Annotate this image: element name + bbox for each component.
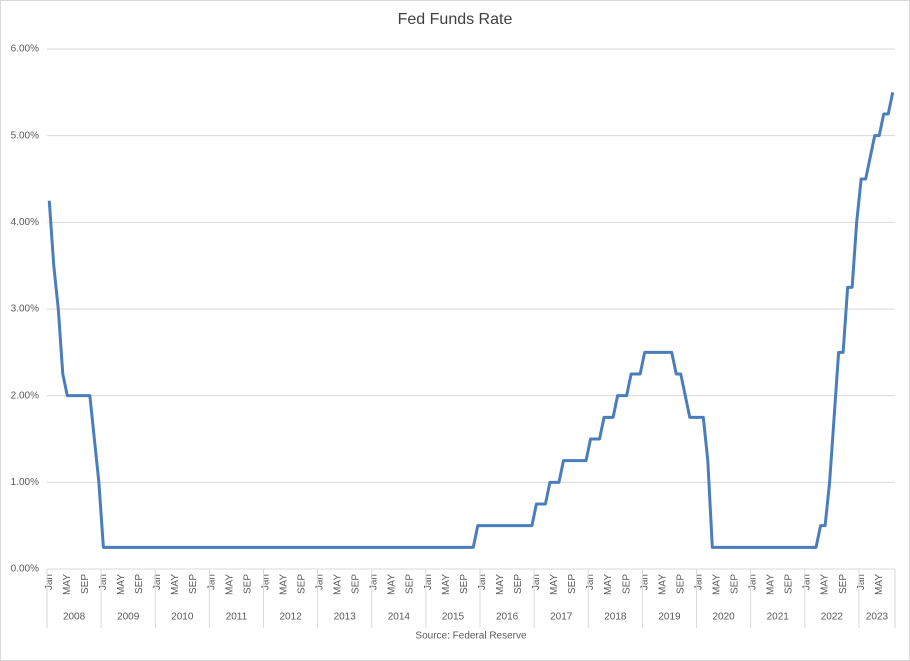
x-tick-label: MAY bbox=[874, 574, 885, 595]
x-tick-label: SEP bbox=[675, 574, 686, 594]
x-tick-label: SEP bbox=[351, 574, 362, 594]
x-tick-label: MAY bbox=[549, 574, 560, 595]
y-tick-label: 2.00% bbox=[11, 390, 39, 401]
year-label: 2022 bbox=[821, 612, 844, 623]
x-tick-label: Jan bbox=[477, 574, 488, 590]
x-tick-label: SEP bbox=[405, 574, 416, 594]
year-label: 2008 bbox=[63, 612, 86, 623]
x-tick-label: MAY bbox=[711, 574, 722, 595]
x-tick-label: Jan bbox=[152, 574, 163, 590]
year-label: 2023 bbox=[866, 612, 889, 623]
x-tick-label: SEP bbox=[730, 574, 741, 594]
year-label: 2014 bbox=[388, 612, 411, 623]
x-tick-label: Jan bbox=[206, 574, 217, 590]
year-label: 2012 bbox=[279, 612, 302, 623]
chart-title: Fed Funds Rate bbox=[398, 11, 513, 28]
y-tick-label: 5.00% bbox=[11, 130, 39, 141]
x-tick-label: Jan bbox=[748, 574, 759, 590]
year-label: 2019 bbox=[658, 612, 681, 623]
x-tick-label: Jan bbox=[802, 574, 813, 590]
x-tick-label: Jan bbox=[44, 574, 55, 590]
x-tick-label: SEP bbox=[242, 574, 253, 594]
year-label: 2020 bbox=[712, 612, 735, 623]
y-tick-label: 4.00% bbox=[11, 217, 39, 228]
year-label: 2009 bbox=[117, 612, 140, 623]
x-tick-label: Jan bbox=[639, 574, 650, 590]
x-tick-label: SEP bbox=[838, 574, 849, 594]
x-tick-label: SEP bbox=[567, 574, 578, 594]
x-tick-label: SEP bbox=[621, 574, 632, 594]
x-tick-label: Jan bbox=[369, 574, 380, 590]
x-tick-label: SEP bbox=[134, 574, 145, 594]
x-tick-label: MAY bbox=[766, 574, 777, 595]
year-label: 2015 bbox=[442, 612, 465, 623]
year-label: 2018 bbox=[604, 612, 627, 623]
x-tick-label: MAY bbox=[116, 574, 127, 595]
x-tick-label: Jan bbox=[856, 574, 867, 590]
x-tick-label: SEP bbox=[296, 574, 307, 594]
x-tick-label: MAY bbox=[278, 574, 289, 595]
x-tick-label: MAY bbox=[62, 574, 73, 595]
y-tick-label: 1.00% bbox=[11, 477, 39, 488]
y-tick-label: 0.00% bbox=[11, 564, 39, 575]
x-tick-label: Jan bbox=[315, 574, 326, 590]
x-tick-label: Jan bbox=[260, 574, 271, 590]
x-tick-label: MAY bbox=[820, 574, 831, 595]
year-label: 2016 bbox=[496, 612, 519, 623]
y-tick-label: 3.00% bbox=[11, 304, 39, 315]
x-tick-label: MAY bbox=[603, 574, 614, 595]
x-tick-label: Jan bbox=[585, 574, 596, 590]
x-tick-label: SEP bbox=[784, 574, 795, 594]
year-label: 2021 bbox=[767, 612, 790, 623]
x-tick-label: MAY bbox=[441, 574, 452, 595]
x-tick-label: MAY bbox=[224, 574, 235, 595]
x-tick-label: Jan bbox=[531, 574, 542, 590]
x-tick-label: MAY bbox=[495, 574, 506, 595]
source-note: Source: Federal Reserve bbox=[415, 631, 527, 642]
year-label: 2011 bbox=[226, 612, 248, 623]
x-tick-label: Jan bbox=[423, 574, 434, 590]
x-tick-label: Jan bbox=[693, 574, 704, 590]
x-tick-label: MAY bbox=[387, 574, 398, 595]
x-tick-label: SEP bbox=[80, 574, 91, 594]
x-tick-label: MAY bbox=[170, 574, 181, 595]
data-line bbox=[47, 92, 895, 549]
year-label: 2013 bbox=[334, 612, 357, 623]
x-tick-label: SEP bbox=[188, 574, 199, 594]
x-tick-label: MAY bbox=[333, 574, 344, 595]
year-label: 2010 bbox=[171, 612, 194, 623]
x-tick-label: SEP bbox=[459, 574, 470, 594]
x-tick-label: Jan bbox=[98, 574, 109, 590]
x-tick-label: SEP bbox=[513, 574, 524, 594]
x-tick-label: MAY bbox=[657, 574, 668, 595]
year-label: 2017 bbox=[550, 612, 573, 623]
y-tick-label: 6.00% bbox=[11, 44, 39, 55]
